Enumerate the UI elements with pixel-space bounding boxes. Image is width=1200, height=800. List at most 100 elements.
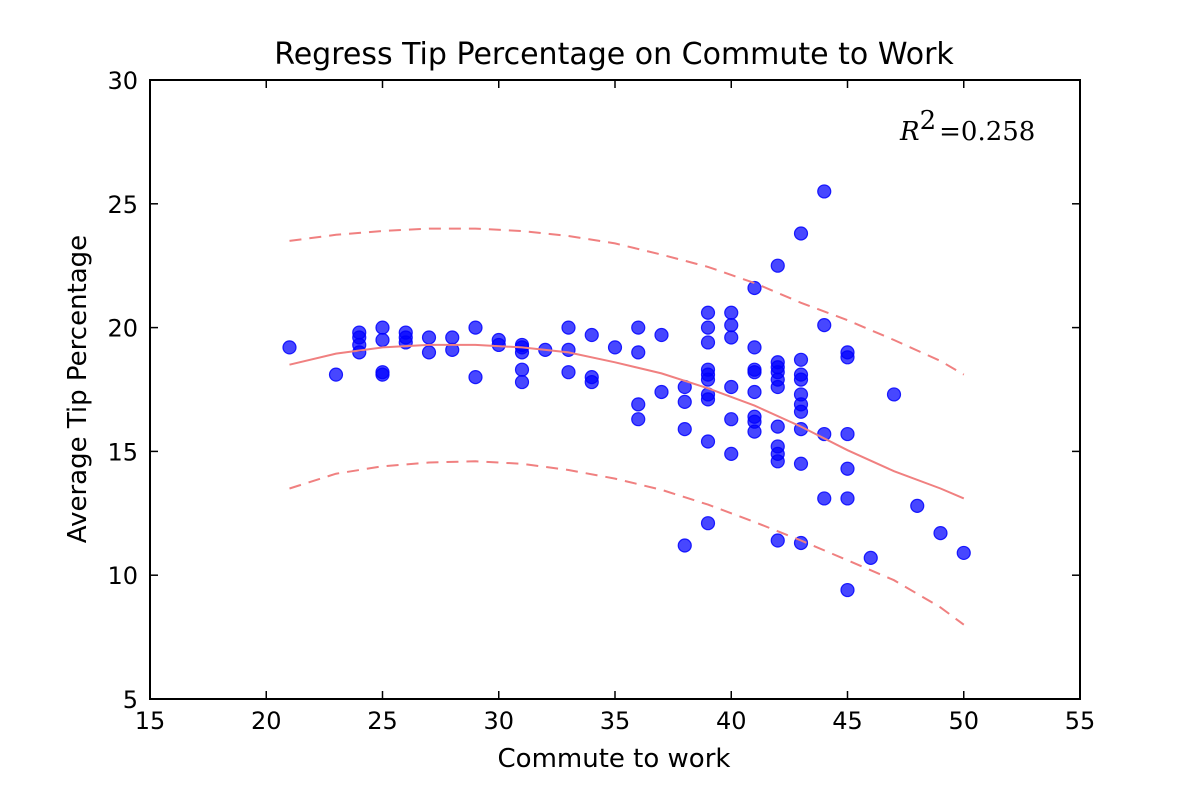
x-tick-label: 30 [483,707,514,735]
data-point [840,426,855,442]
data-point [840,582,855,598]
y-tick-label: 25 [107,191,138,219]
data-point [724,318,739,333]
data-point [840,350,855,365]
data-point [700,434,716,449]
data-point [561,365,576,380]
data-point [328,367,344,382]
data-point [817,184,832,199]
data-point [770,379,785,395]
plot-area [282,184,971,626]
data-point [631,397,646,412]
fit-line [289,343,965,500]
data-point [468,320,483,335]
r-squared-superscript: 2 [920,106,937,136]
data-point [747,365,762,380]
data-point [770,258,785,273]
data-point [561,342,576,357]
data-point [561,320,576,335]
data-point [468,370,483,385]
data-point [700,335,716,350]
data-point [933,526,948,541]
data-point [817,491,832,506]
data-point [421,330,437,345]
chart-title: Regress Tip Percentage on Commute to Wor… [274,37,954,72]
data-point [724,330,739,345]
data-point [770,419,785,434]
data-point [375,320,390,335]
x-tick-label: 20 [251,707,282,735]
data-point [793,404,809,419]
data-point [747,424,762,439]
data-point [375,367,390,382]
data-point [700,305,716,320]
data-point [700,392,716,407]
data-point [840,491,855,506]
data-point [724,305,739,320]
r-squared-symbol: R [899,117,920,147]
data-point [700,320,716,335]
y-tick-label: 10 [107,562,138,590]
y-tick-label: 15 [107,438,138,466]
data-point [747,384,762,400]
x-tick-label: 55 [1065,707,1096,735]
data-point [352,345,367,360]
data-point [724,412,739,427]
data-point [514,345,530,360]
data-point [445,330,460,345]
data-point [677,394,692,409]
data-point [793,372,809,387]
y-tick-label: 20 [107,315,138,343]
data-point [724,446,739,461]
data-point [747,340,762,355]
y-axis-label: Average Tip Percentage [63,235,93,543]
data-point [677,422,692,437]
x-axis-label: Commute to work [498,744,731,774]
data-point [607,340,623,355]
x-tick-label: 15 [135,707,166,735]
data-point [793,352,809,367]
x-tick-label: 35 [600,707,631,735]
data-point [421,345,437,360]
data-point [770,533,785,548]
data-point [724,379,739,395]
data-point [514,374,530,390]
data-point [514,362,530,377]
data-point [863,550,878,565]
data-point [631,345,646,360]
r-squared-annotation: R2 =0.258 [899,106,1035,147]
y-tick-label: 30 [107,67,138,95]
data-point [886,387,902,402]
data-point [910,498,925,513]
data-point [677,538,692,553]
x-tick-label: 45 [832,707,863,735]
upper-bound-line [289,227,965,376]
data-point [817,318,832,333]
y-tick-label: 5 [123,686,138,714]
lower-bound-line [289,460,965,626]
data-point [793,226,809,241]
data-point [654,327,669,343]
data-point [282,340,297,355]
data-point [747,280,762,296]
data-point [770,454,785,469]
data-point [700,516,716,531]
data-point [631,320,646,335]
data-point [375,332,390,348]
data-point [654,384,669,400]
data-point [956,545,971,561]
data-point [631,412,646,427]
data-point [793,456,809,471]
data-point [700,372,716,387]
x-tick-label: 25 [367,707,398,735]
data-point [584,327,599,343]
data-point [840,461,855,476]
r-squared-value: =0.258 [939,117,1035,147]
data-point [584,374,599,390]
x-tick-label: 50 [948,707,979,735]
data-point [445,342,460,357]
x-tick-label: 40 [716,707,747,735]
